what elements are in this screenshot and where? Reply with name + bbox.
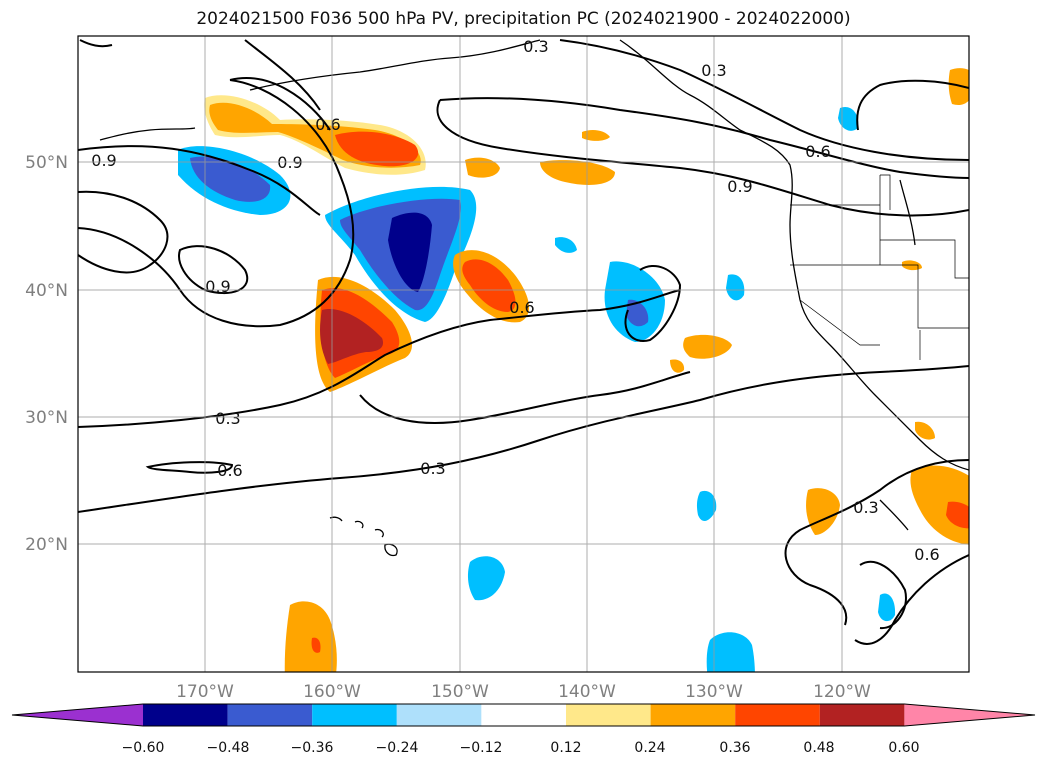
lon-label: 140°W [558, 682, 616, 702]
colorbar-segment [143, 704, 228, 726]
pv-contours [78, 39, 969, 645]
lat-label: 50°N [25, 153, 68, 173]
colorbar-segment [227, 704, 313, 726]
colorbar-tick-label: 0.24 [634, 740, 665, 756]
colorbar-tick-label: 0.36 [719, 740, 750, 756]
lat-label: 40°N [25, 281, 68, 301]
colorbar-segment [904, 704, 1035, 726]
colorbar-tick-label: 0.12 [550, 740, 581, 756]
latitude-labels: 20°N 30°N 40°N 50°N [25, 153, 68, 555]
svg-text:0.6: 0.6 [914, 545, 939, 564]
colorbar-tick-label: 0.48 [803, 740, 834, 756]
colorbar-segment [481, 704, 566, 726]
svg-text:0.9: 0.9 [727, 177, 752, 196]
lon-label: 120°W [813, 682, 871, 702]
colorbar-segment [735, 704, 820, 726]
lat-label: 20°N [25, 535, 68, 555]
map-frame [77, 35, 970, 673]
map-title: 2024021500 F036 500 hPa PV, precipitatio… [196, 9, 851, 29]
svg-text:0.6: 0.6 [805, 142, 830, 161]
lon-label: 160°W [303, 682, 361, 702]
svg-text:0.3: 0.3 [420, 459, 445, 478]
state-borders [790, 174, 969, 360]
colorbar-ticks: −0.60 −0.48 −0.36 −0.24 −0.12 0.12 0.24 … [122, 740, 920, 756]
svg-text:0.3: 0.3 [215, 409, 240, 428]
colorbar-segment [650, 704, 736, 726]
svg-text:0.3: 0.3 [853, 498, 878, 517]
contour-labels: 0.3 0.6 0.3 0.6 0.9 0.6 0.9 0.9 0.3 0.3 … [91, 37, 939, 564]
colorbar-segment [819, 704, 905, 726]
precip-fill [178, 68, 969, 672]
colorbar-segment [12, 704, 143, 726]
colorbar-segment [566, 704, 651, 726]
svg-text:0.3: 0.3 [523, 37, 548, 56]
colorbar-tick-label: −0.12 [460, 740, 503, 756]
svg-text:0.9: 0.9 [91, 151, 116, 170]
lon-label: 170°W [176, 682, 234, 702]
map-panel: 0.3 0.6 0.3 0.6 0.9 0.6 0.9 0.9 0.3 0.3 … [77, 35, 970, 673]
coastlines [99, 39, 969, 557]
colorbar-segment [396, 704, 482, 726]
colorbar-outline [11, 703, 1036, 727]
lon-label: 150°W [431, 682, 489, 702]
gridlines [78, 36, 969, 672]
colorbar [11, 703, 1036, 727]
lat-label: 30°N [25, 408, 68, 428]
colorbar-tick-label: −0.48 [207, 740, 250, 756]
colorbar-tick-label: 0.60 [888, 740, 919, 756]
colorbar-tick-label: −0.24 [376, 740, 419, 756]
svg-text:0.6: 0.6 [315, 115, 340, 134]
longitude-labels: 170°W 160°W 150°W 140°W 130°W 120°W [176, 682, 871, 702]
svg-text:0.6: 0.6 [509, 298, 534, 317]
colorbar-segment [312, 704, 397, 726]
lon-label: 130°W [685, 682, 743, 702]
colorbar-tick-label: −0.60 [122, 740, 165, 756]
svg-text:0.9: 0.9 [205, 277, 230, 296]
svg-text:0.6: 0.6 [217, 461, 242, 480]
colorbar-tick-label: −0.36 [291, 740, 334, 756]
